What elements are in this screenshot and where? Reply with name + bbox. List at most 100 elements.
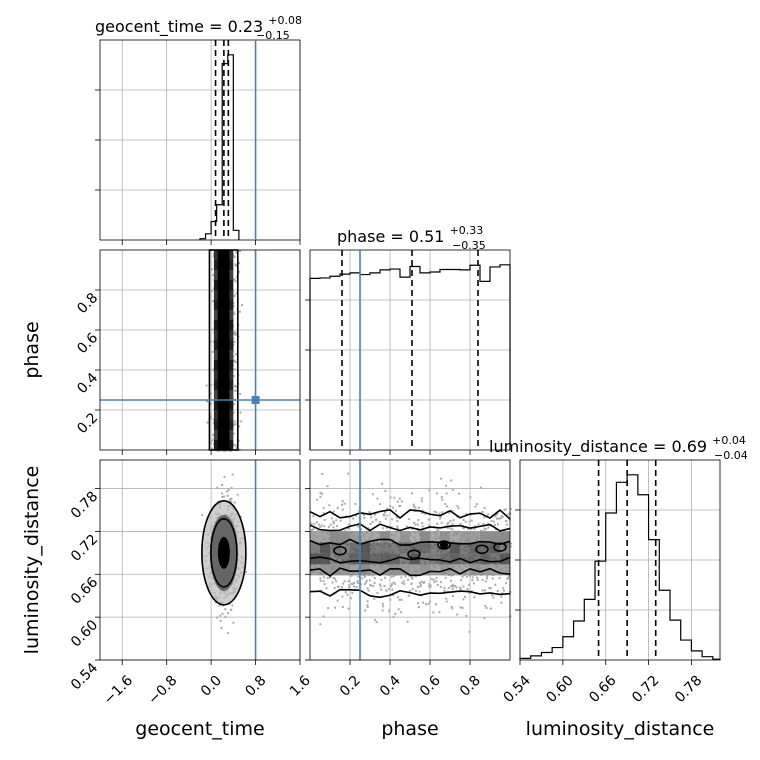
sample-point xyxy=(508,574,511,577)
sample-point xyxy=(371,574,374,577)
density-cell xyxy=(320,564,330,576)
sample-point xyxy=(321,472,324,475)
sample-point xyxy=(210,268,213,271)
sample-point xyxy=(422,581,425,584)
sample-point xyxy=(327,526,330,529)
gridlines xyxy=(100,40,301,240)
sample-point xyxy=(389,598,392,601)
sample-point xyxy=(447,521,450,524)
y-tick-label: 0.60 xyxy=(68,617,101,650)
sample-point xyxy=(491,594,494,597)
panel-hist-geocent-time xyxy=(95,39,301,245)
sample-point xyxy=(378,583,381,586)
sample-point xyxy=(507,576,510,579)
sample-point xyxy=(482,530,485,533)
sample-point xyxy=(351,583,354,586)
sample-point xyxy=(397,596,400,599)
density-cell xyxy=(470,553,480,565)
sample-point xyxy=(490,519,493,522)
sample-point xyxy=(404,575,407,578)
sample-point xyxy=(240,420,243,423)
sample-point xyxy=(216,616,219,619)
gridlines xyxy=(100,460,301,661)
ylabel-phase: phase xyxy=(21,321,43,378)
sample-point xyxy=(392,506,395,509)
sample-point xyxy=(312,515,315,518)
sample-point xyxy=(209,392,212,395)
gridlines xyxy=(310,250,510,450)
sample-point xyxy=(232,255,235,258)
sample-point xyxy=(451,488,454,491)
density-cell xyxy=(430,564,440,576)
sample-point xyxy=(211,328,214,331)
sample-point xyxy=(445,492,448,495)
x-tick-label: 0.60 xyxy=(543,673,576,706)
density-cell xyxy=(310,542,320,554)
sample-point xyxy=(398,497,401,500)
sample-point xyxy=(401,582,404,585)
sample-point xyxy=(332,510,335,513)
contour-mid-bottom xyxy=(309,567,511,577)
sample-point xyxy=(409,575,412,578)
sample-point xyxy=(212,274,215,277)
sample-point xyxy=(413,505,416,508)
sample-point xyxy=(389,505,392,508)
sample-point xyxy=(319,579,322,582)
sample-point xyxy=(352,517,355,520)
density-cell xyxy=(460,531,470,543)
sample-point xyxy=(227,612,230,615)
sample-point xyxy=(206,400,209,403)
title-geocent-time: geocent_time = 0.23 +0.08 −0.15 xyxy=(95,9,307,42)
density-cell xyxy=(350,564,360,576)
sample-point xyxy=(473,596,476,599)
sample-point xyxy=(226,490,229,493)
sample-point xyxy=(319,577,322,580)
density-cell xyxy=(500,564,510,576)
sample-point xyxy=(233,333,236,336)
sample-point xyxy=(479,529,482,532)
sample-point xyxy=(331,581,334,584)
sample-point xyxy=(337,585,340,588)
sample-point xyxy=(383,585,386,588)
sample-point xyxy=(210,447,213,450)
sample-point xyxy=(332,520,335,523)
sample-point xyxy=(411,576,414,579)
sample-point xyxy=(427,602,430,605)
sample-point xyxy=(319,491,322,494)
sample-point xyxy=(356,582,359,585)
sample-point xyxy=(477,523,480,526)
sample-point xyxy=(212,368,215,371)
gridlines xyxy=(100,250,301,450)
sample-point xyxy=(223,475,226,478)
sample-point xyxy=(505,519,508,522)
sample-point xyxy=(446,505,449,508)
density-cell xyxy=(480,553,490,565)
sample-point xyxy=(364,609,367,612)
contour-island xyxy=(493,542,507,552)
sample-point xyxy=(494,583,497,586)
sample-point xyxy=(232,311,235,314)
sample-point xyxy=(354,514,357,517)
sample-point xyxy=(233,295,236,298)
density-cell xyxy=(340,553,350,565)
sample-point xyxy=(500,517,503,520)
sample-point xyxy=(363,516,366,519)
sample-point xyxy=(238,270,241,273)
sample-point xyxy=(233,278,236,281)
sample-point xyxy=(365,579,368,582)
sample-point xyxy=(221,483,224,486)
sample-point xyxy=(373,597,376,600)
sample-point xyxy=(347,527,350,530)
sample-point xyxy=(212,340,215,343)
sample-point xyxy=(381,527,384,530)
sample-point xyxy=(500,601,503,604)
sample-point xyxy=(462,598,465,601)
sample-point xyxy=(406,620,409,623)
sample-point xyxy=(230,500,233,503)
sample-point xyxy=(323,525,326,528)
y-tick-label: 0.4 xyxy=(74,370,101,397)
y-tick-label: 0.6 xyxy=(74,330,101,357)
sample-point xyxy=(407,578,410,581)
sample-point xyxy=(238,425,241,428)
hist-luminosity-distance xyxy=(519,474,721,660)
